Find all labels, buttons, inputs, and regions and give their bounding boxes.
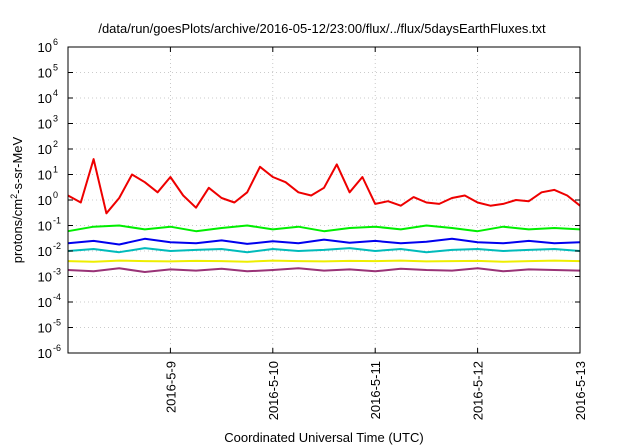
y-tick-exponent: 1 — [53, 165, 58, 175]
x-axis-ticks: 2016-5-9 2016-5-10 2016-5-11 2016-5-12 2016-… — [163, 47, 588, 420]
y-tick-label: 10 — [38, 142, 52, 157]
y-tick-exponent: 3 — [53, 114, 58, 124]
x-tick-label: 2016-5-13 — [573, 361, 588, 420]
y-tick-label: 10 — [38, 219, 52, 234]
x-tick-label: 2016-5-9 — [163, 361, 178, 413]
y-tick-label: 10 — [38, 91, 52, 106]
series-line — [67, 237, 581, 246]
y-tick-exponent: -5 — [53, 318, 61, 328]
y-tick-label: 10 — [38, 40, 52, 55]
x-axis-label: Coordinated Universal Time (UTC) — [224, 430, 423, 445]
series-line — [67, 158, 581, 215]
y-tick-label: 10 — [38, 244, 52, 259]
y-tick-exponent: -2 — [53, 241, 61, 251]
series-line — [67, 267, 581, 273]
y-tick-label: 10 — [38, 168, 52, 183]
y-tick-exponent: -3 — [53, 267, 61, 277]
grid-lines — [68, 47, 580, 353]
y-tick-label: 10 — [38, 117, 52, 132]
data-series — [67, 158, 581, 273]
y-axis-ticks: 10 -610 -510 -410 -310 -210 -110 010 110 210 310 41… — [38, 37, 580, 361]
x-tick-label: 2016-5-10 — [266, 361, 281, 420]
y-tick-exponent: 4 — [53, 88, 58, 98]
y-tick-exponent: 2 — [53, 139, 58, 149]
y-tick-label: 10 — [38, 270, 52, 285]
y-tick-label: 10 — [38, 321, 52, 336]
y-tick-exponent: 6 — [53, 37, 58, 47]
series-line — [67, 247, 581, 254]
y-tick-label: 10 — [38, 295, 52, 310]
y-tick-label: 10 — [38, 66, 52, 81]
chart-title: /data/run/goesPlots/archive/2016-05-12/2… — [98, 21, 546, 36]
x-tick-label: 2016-5-11 — [368, 361, 383, 419]
series-line — [67, 259, 581, 263]
y-tick-exponent: 0 — [53, 190, 58, 200]
y-axis-label: protons/cm2-s-sr-MeV — [9, 136, 25, 263]
y-tick-exponent: -1 — [53, 216, 61, 226]
x-tick-label: 2016-5-12 — [471, 361, 486, 420]
y-tick-exponent: -6 — [53, 343, 61, 353]
y-tick-exponent: 5 — [53, 63, 58, 73]
y-tick-label: 10 — [38, 193, 52, 208]
series-line — [67, 224, 581, 233]
y-tick-exponent: -4 — [53, 292, 61, 302]
y-tick-label: 10 — [38, 346, 52, 361]
